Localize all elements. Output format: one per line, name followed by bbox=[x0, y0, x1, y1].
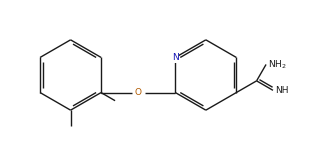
Text: NH: NH bbox=[275, 86, 288, 95]
Text: N: N bbox=[172, 53, 179, 62]
Text: NH$_2$: NH$_2$ bbox=[268, 58, 287, 71]
Text: O: O bbox=[135, 88, 142, 97]
